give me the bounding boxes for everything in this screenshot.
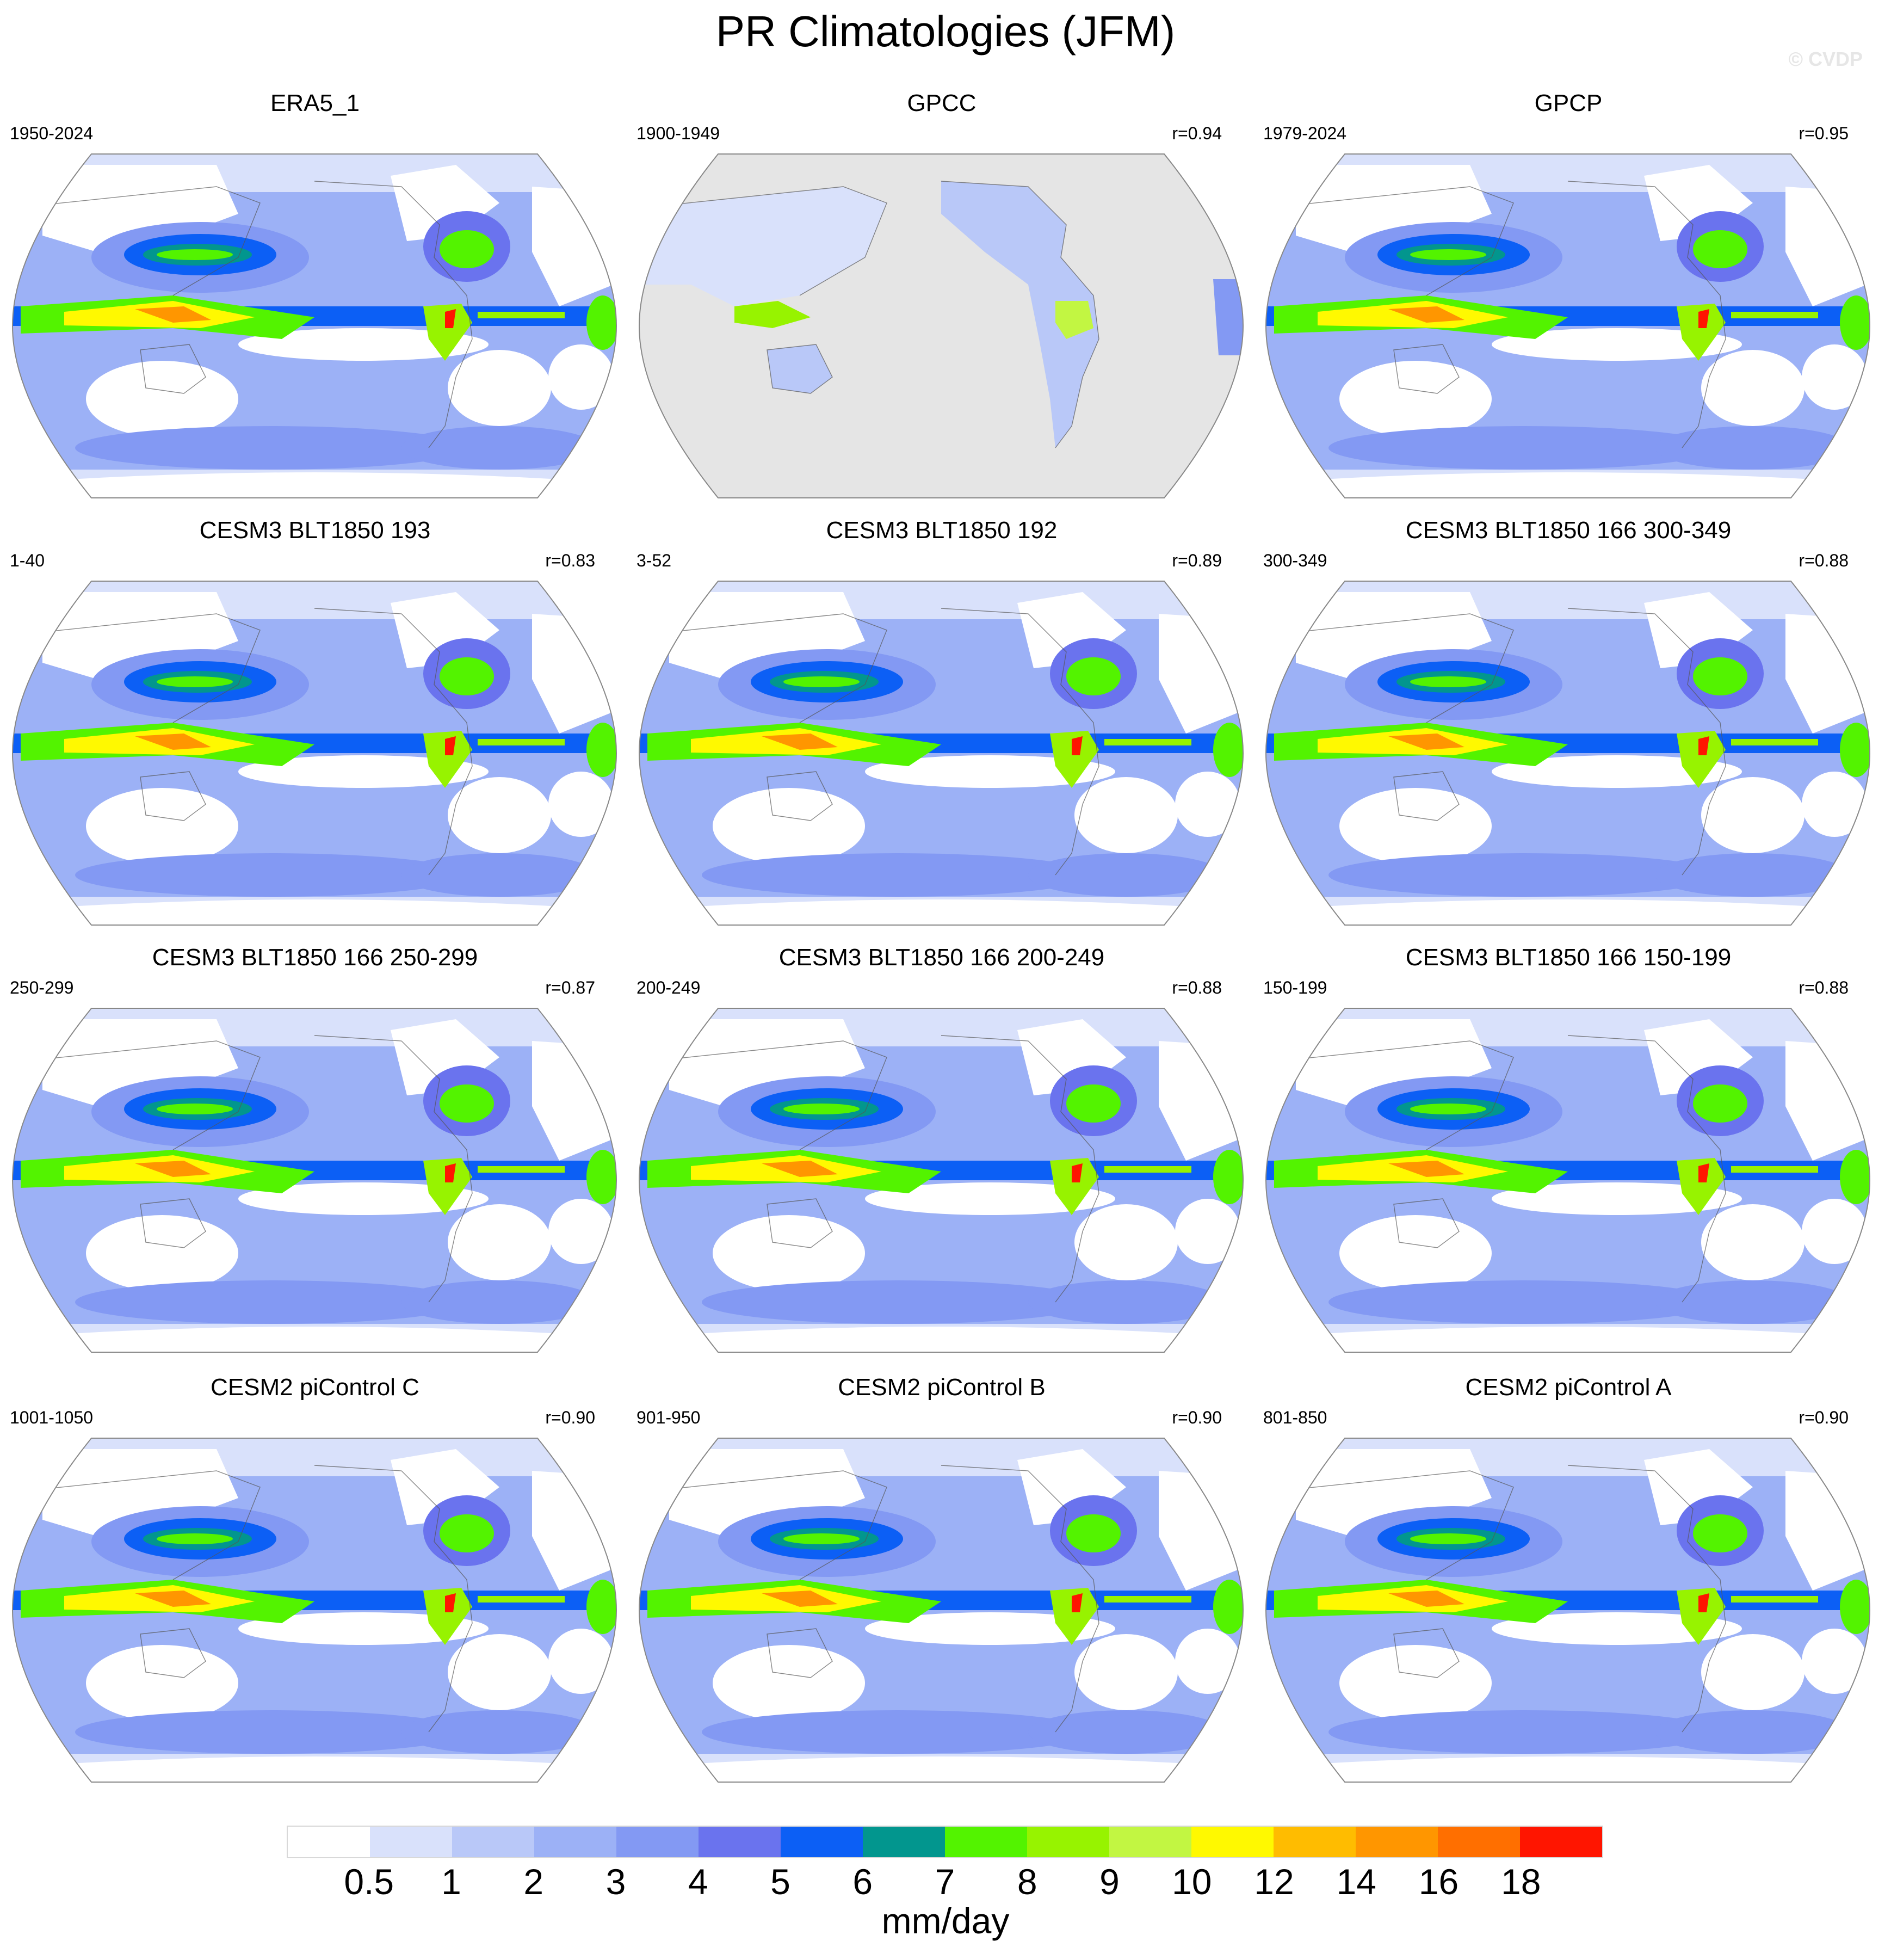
colorbar-tick-label: 16	[1418, 1862, 1459, 1902]
panel-title: CESM3 BLT1850 166 200-249	[778, 944, 1105, 971]
panel-correlation: r=0.83	[545, 551, 595, 570]
colorbar-swatch	[1027, 1827, 1109, 1857]
colorbar-tick-label: 1	[441, 1862, 461, 1902]
colorbar-swatch	[1356, 1827, 1438, 1857]
panel-period: 1979-2024	[1263, 124, 1347, 143]
panel-correlation: r=0.95	[1799, 124, 1849, 143]
panel-correlation: r=0.90	[1172, 1408, 1222, 1427]
panel-title: CESM2 piControl B	[838, 1374, 1046, 1401]
precip-map	[10, 143, 619, 509]
map-panel: GPCP 1979-2024 r=0.95	[1253, 90, 1883, 514]
panel-period: 150-199	[1263, 978, 1327, 997]
precip-map	[1263, 570, 1873, 936]
panel-period: 1900-1949	[636, 124, 720, 143]
map-panel: ERA5_1 1950-2024	[0, 90, 630, 514]
precip-map	[636, 997, 1246, 1363]
map-panel: CESM2 piControl B 901-950 r=0.90	[627, 1374, 1257, 1798]
colorbar-tick-label: 7	[935, 1862, 955, 1902]
panel-title: CESM2 piControl A	[1465, 1374, 1672, 1401]
panel-period: 801-850	[1263, 1408, 1327, 1427]
colorbar-swatch	[616, 1827, 699, 1857]
precip-map	[636, 1427, 1246, 1793]
colorbar-swatch	[1274, 1827, 1356, 1857]
panel-correlation: r=0.87	[545, 978, 595, 997]
colorbar-tick-label: 10	[1172, 1862, 1212, 1902]
panel-period: 901-950	[636, 1408, 701, 1427]
precip-map	[10, 570, 619, 936]
colorbar-tick-label: 18	[1501, 1862, 1541, 1902]
map-panel: CESM3 BLT1850 192 3-52 r=0.89	[627, 517, 1257, 941]
precip-map	[636, 570, 1246, 936]
colorbar-tick-label: 3	[605, 1862, 626, 1902]
colorbar-swatch	[1520, 1827, 1602, 1857]
colorbar-swatch	[1191, 1827, 1274, 1857]
map-panel: GPCC 1900-1949 r=0.94	[627, 90, 1257, 514]
map-panel: CESM3 BLT1850 166 150-199 150-199 r=0.88	[1253, 944, 1883, 1369]
precip-map	[10, 997, 619, 1363]
colorbar-tick-label: 0.5	[344, 1862, 394, 1902]
colorbar-tick-label: 4	[688, 1862, 708, 1902]
colorbar-tick-label: 2	[523, 1862, 544, 1902]
map-panel: CESM3 BLT1850 166 250-299 250-299 r=0.87	[0, 944, 630, 1369]
panel-period: 1001-1050	[10, 1408, 94, 1427]
precip-map	[1263, 997, 1873, 1363]
colorbar	[287, 1826, 1603, 1858]
panel-period: 3-52	[636, 551, 672, 570]
colorbar-swatch	[781, 1827, 863, 1857]
panel-correlation: r=0.88	[1799, 978, 1849, 997]
colorbar-swatch	[452, 1827, 534, 1857]
precip-map	[1263, 143, 1873, 509]
panel-period: 1-40	[10, 551, 45, 570]
panel-title: CESM3 BLT1850 192	[826, 517, 1058, 544]
colorbar-tick-label: 9	[1099, 1862, 1120, 1902]
figure-title: PR Climatologies (JFM)	[715, 7, 1176, 56]
colorbar-units: mm/day	[881, 1901, 1010, 1941]
panel-correlation: r=0.88	[1799, 551, 1849, 570]
map-panel: CESM3 BLT1850 166 200-249 200-249 r=0.88	[627, 944, 1257, 1369]
colorbar-swatch	[370, 1827, 452, 1857]
panel-period: 1950-2024	[10, 124, 94, 143]
panel-period: 200-249	[636, 978, 701, 997]
panel-title: CESM3 BLT1850 193	[199, 517, 431, 544]
panel-period: 300-349	[1263, 551, 1327, 570]
map-panel: CESM3 BLT1850 166 300-349 300-349 r=0.88	[1253, 517, 1883, 941]
panel-title: CESM2 piControl C	[211, 1374, 419, 1401]
colorbar-tick-label: 12	[1254, 1862, 1294, 1902]
colorbar-swatch	[1438, 1827, 1520, 1857]
precip-map	[636, 143, 1246, 509]
precip-map	[10, 1427, 619, 1793]
panel-correlation: r=0.88	[1172, 978, 1222, 997]
panel-title: CESM3 BLT1850 166 250-299	[152, 944, 478, 971]
colorbar-tick-label: 5	[770, 1862, 790, 1902]
panel-correlation: r=0.94	[1172, 124, 1222, 143]
colorbar-swatch	[945, 1827, 1027, 1857]
colorbar-swatch	[288, 1827, 370, 1857]
colorbar-swatch	[1109, 1827, 1191, 1857]
colorbar-tick-label: 8	[1017, 1862, 1037, 1902]
colorbar-swatch	[699, 1827, 781, 1857]
panel-title: GPCP	[1534, 90, 1603, 116]
panel-correlation: r=0.90	[545, 1408, 595, 1427]
panel-title: CESM3 BLT1850 166 300-349	[1405, 517, 1732, 544]
copyright-watermark: © CVDP	[1788, 48, 1863, 70]
colorbar-swatch	[863, 1827, 945, 1857]
map-panel: CESM2 piControl C 1001-1050 r=0.90	[0, 1374, 630, 1798]
colorbar-tick-label: 6	[852, 1862, 873, 1902]
colorbar-tick-label: 14	[1336, 1862, 1376, 1902]
panel-title: CESM3 BLT1850 166 150-199	[1405, 944, 1732, 971]
map-panel: CESM3 BLT1850 193 1-40 r=0.83	[0, 517, 630, 941]
panel-correlation: r=0.89	[1172, 551, 1222, 570]
map-panel: CESM2 piControl A 801-850 r=0.90	[1253, 1374, 1883, 1798]
panel-correlation: r=0.90	[1799, 1408, 1849, 1427]
panel-title: ERA5_1	[270, 90, 360, 116]
precip-map	[1263, 1427, 1873, 1793]
panel-period: 250-299	[10, 978, 74, 997]
panel-title: GPCC	[907, 90, 977, 116]
colorbar-labels: 0.5 1 2 3 4 5 6 7 8 9 10 12 14 16 18	[287, 1861, 1603, 1904]
colorbar-swatch	[534, 1827, 616, 1857]
